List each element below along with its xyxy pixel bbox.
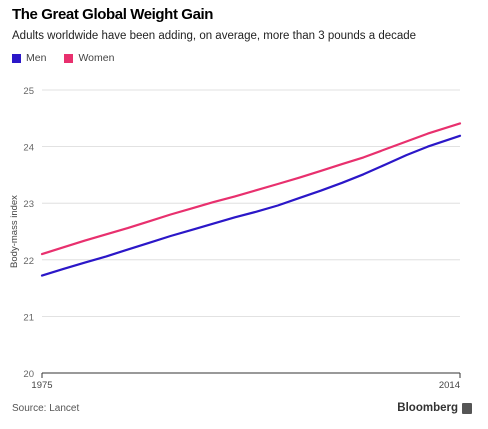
x-tick-label-2014: 2014 (439, 380, 460, 391)
legend-item-women: Women (64, 52, 114, 64)
y-tick-label-24: 24 (23, 143, 34, 154)
y-tick-label-21: 21 (23, 312, 34, 323)
chart-subtitle: Adults worldwide have been adding, on av… (12, 30, 417, 42)
y-tick-label-20: 20 (23, 369, 34, 380)
y-axis-label: Body-mass index (9, 195, 20, 268)
legend: Men Women (12, 52, 132, 64)
legend-swatch-women (64, 53, 74, 63)
series-line-men (40, 134, 462, 277)
brand-name: Bloomberg (397, 402, 458, 414)
chart-title: The Great Global Weight Gain (12, 6, 214, 23)
brand-logo: Bloomberg (397, 402, 472, 414)
legend-item-men: Men (12, 52, 46, 64)
legend-label-men: Men (26, 52, 47, 64)
y-tick-label-22: 22 (23, 256, 34, 267)
x-tick-label-1975: 1975 (31, 380, 52, 391)
source-note: Source: Lancet (12, 403, 80, 414)
series-line-women (40, 122, 462, 256)
y-tick-label-23: 23 (23, 199, 34, 210)
y-tick-label-25: 25 (23, 86, 34, 97)
legend-label-women: Women (78, 52, 115, 64)
legend-swatch-men (12, 53, 21, 63)
bloomberg-logo-icon (462, 402, 472, 414)
